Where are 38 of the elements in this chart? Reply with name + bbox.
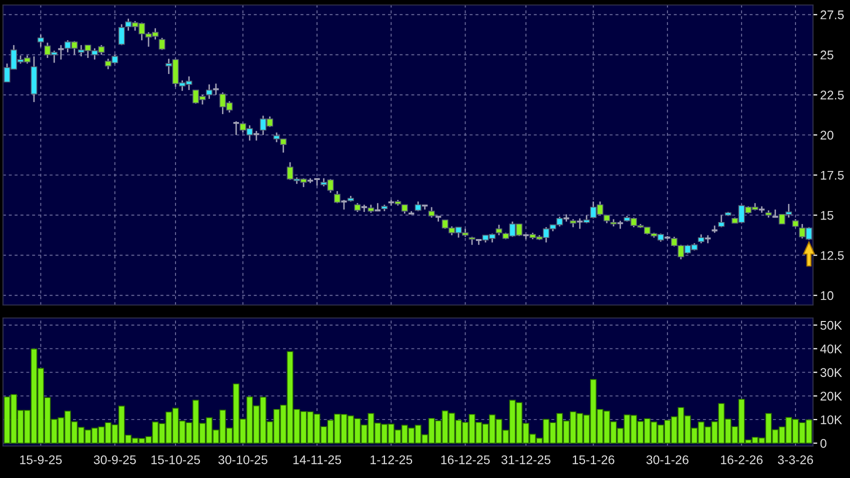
y-tick-label: 12.5 <box>820 251 844 260</box>
candlestick <box>496 224 502 236</box>
candlestick <box>340 199 348 210</box>
candlestick <box>718 214 725 228</box>
y-tick-label: 15 <box>820 211 834 220</box>
x-tick-label: 30-9-25 <box>94 455 136 464</box>
candlestick <box>252 130 260 142</box>
y-tick-label: 40K <box>820 344 842 354</box>
x-tick-label: 16-2-26 <box>720 455 763 464</box>
x-tick-label: 14-11-25 <box>293 455 342 464</box>
candlestick <box>37 34 44 48</box>
x-tick-label: 3-3-26 <box>778 455 813 464</box>
candlestick <box>158 37 166 51</box>
y-tick-label: 10K <box>820 415 842 424</box>
x-tick-label: 30-10-25 <box>218 455 268 464</box>
candlestick <box>232 120 240 136</box>
x-tick-label: 15-1-26 <box>572 455 614 464</box>
x-tick-label: 15-9-25 <box>20 455 62 464</box>
candlestick <box>576 218 584 230</box>
y-tick-label: 30K <box>820 368 842 377</box>
y-tick-label: 22.5 <box>820 90 844 100</box>
x-tick-label: 16-12-25 <box>441 455 490 464</box>
x-tick-label: 15-10-25 <box>151 455 200 464</box>
x-tick-label: 30-1-26 <box>646 455 688 464</box>
y-tick-label: 20K <box>820 392 842 401</box>
candlestick <box>118 24 125 46</box>
candlestick <box>212 82 220 96</box>
x-tick-label: 1-12-25 <box>370 455 412 464</box>
y-tick-label: 17.5 <box>820 170 844 180</box>
x-tick-label: 31-12-25 <box>501 455 550 464</box>
candlestick <box>57 44 65 60</box>
y-tick-label: 25 <box>820 50 834 60</box>
y-tick-label: 27.5 <box>820 10 844 20</box>
y-tick-label: 10 <box>820 291 834 300</box>
candlestick <box>771 208 780 218</box>
y-tick-label: 0 <box>820 438 826 448</box>
y-tick-label: 20 <box>820 130 834 140</box>
y-tick-label: 50K <box>820 320 842 330</box>
